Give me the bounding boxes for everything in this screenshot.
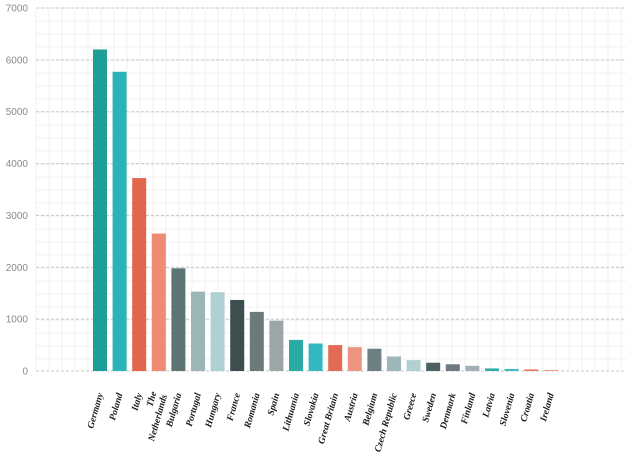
x-tick-label: Sweden bbox=[421, 392, 439, 424]
x-tick-label: Greece bbox=[402, 391, 419, 421]
bar bbox=[524, 369, 539, 371]
x-tick-label: Belgium bbox=[361, 392, 380, 428]
x-tick-label: Croatia bbox=[519, 392, 537, 423]
bar bbox=[347, 347, 362, 371]
bar bbox=[151, 233, 166, 371]
bar bbox=[426, 362, 441, 371]
y-tick-label: 4000 bbox=[6, 159, 29, 170]
x-axis: Germany Poland Italy TheNetherlandsBulgaria… bbox=[86, 390, 557, 454]
bar bbox=[485, 368, 499, 371]
bar bbox=[210, 292, 225, 371]
x-tick-label: Poland bbox=[108, 392, 125, 422]
bar bbox=[230, 299, 245, 371]
bars bbox=[93, 49, 558, 371]
x-tick-label: Great Britain bbox=[317, 392, 341, 445]
x-tick-label: Denmark bbox=[439, 392, 459, 431]
y-tick-label: 5000 bbox=[6, 107, 29, 118]
y-tick-label: 0 bbox=[22, 367, 28, 378]
x-tick-label: France bbox=[225, 391, 243, 423]
bar bbox=[504, 368, 519, 371]
x-tick-label: Latvia bbox=[481, 392, 498, 420]
bar bbox=[406, 360, 421, 371]
x-tick-label: Spain bbox=[266, 392, 282, 417]
x-tick-label: Austria bbox=[343, 392, 361, 424]
bar bbox=[289, 339, 303, 371]
bar bbox=[308, 343, 323, 371]
bar bbox=[112, 71, 127, 371]
bar bbox=[465, 365, 480, 371]
bar bbox=[445, 364, 460, 371]
x-tick-label: Finland bbox=[460, 392, 479, 426]
y-tick-label: 6000 bbox=[6, 55, 29, 66]
x-tick-label: Slovakia bbox=[303, 392, 322, 427]
bar bbox=[249, 311, 264, 371]
x-tick-label: Ireland bbox=[539, 392, 557, 424]
x-tick-label: Portugal bbox=[185, 392, 204, 428]
bar bbox=[93, 49, 107, 371]
bar bbox=[367, 348, 382, 371]
y-axis: 0 1000 2000 3000 4000 5000 6000 7000 bbox=[6, 4, 29, 378]
x-tick-label: Italy bbox=[130, 391, 145, 413]
bar bbox=[171, 268, 186, 371]
bar bbox=[132, 178, 147, 371]
y-tick-label: 2000 bbox=[6, 263, 29, 274]
y-tick-label: 1000 bbox=[6, 315, 29, 326]
bar bbox=[328, 345, 343, 371]
x-tick-label: Germany bbox=[86, 391, 106, 430]
x-tick-label: Slovenia bbox=[499, 392, 518, 427]
bar bbox=[543, 369, 558, 371]
bar bbox=[387, 356, 401, 371]
bar bbox=[191, 291, 205, 371]
bar bbox=[269, 320, 284, 371]
y-tick-label: 7000 bbox=[6, 4, 29, 15]
y-tick-label: 3000 bbox=[6, 211, 29, 222]
x-tick-label: Romania bbox=[243, 392, 263, 430]
x-tick-label: Hungary bbox=[204, 391, 224, 429]
x-tick-label: Lithuania bbox=[281, 392, 302, 434]
